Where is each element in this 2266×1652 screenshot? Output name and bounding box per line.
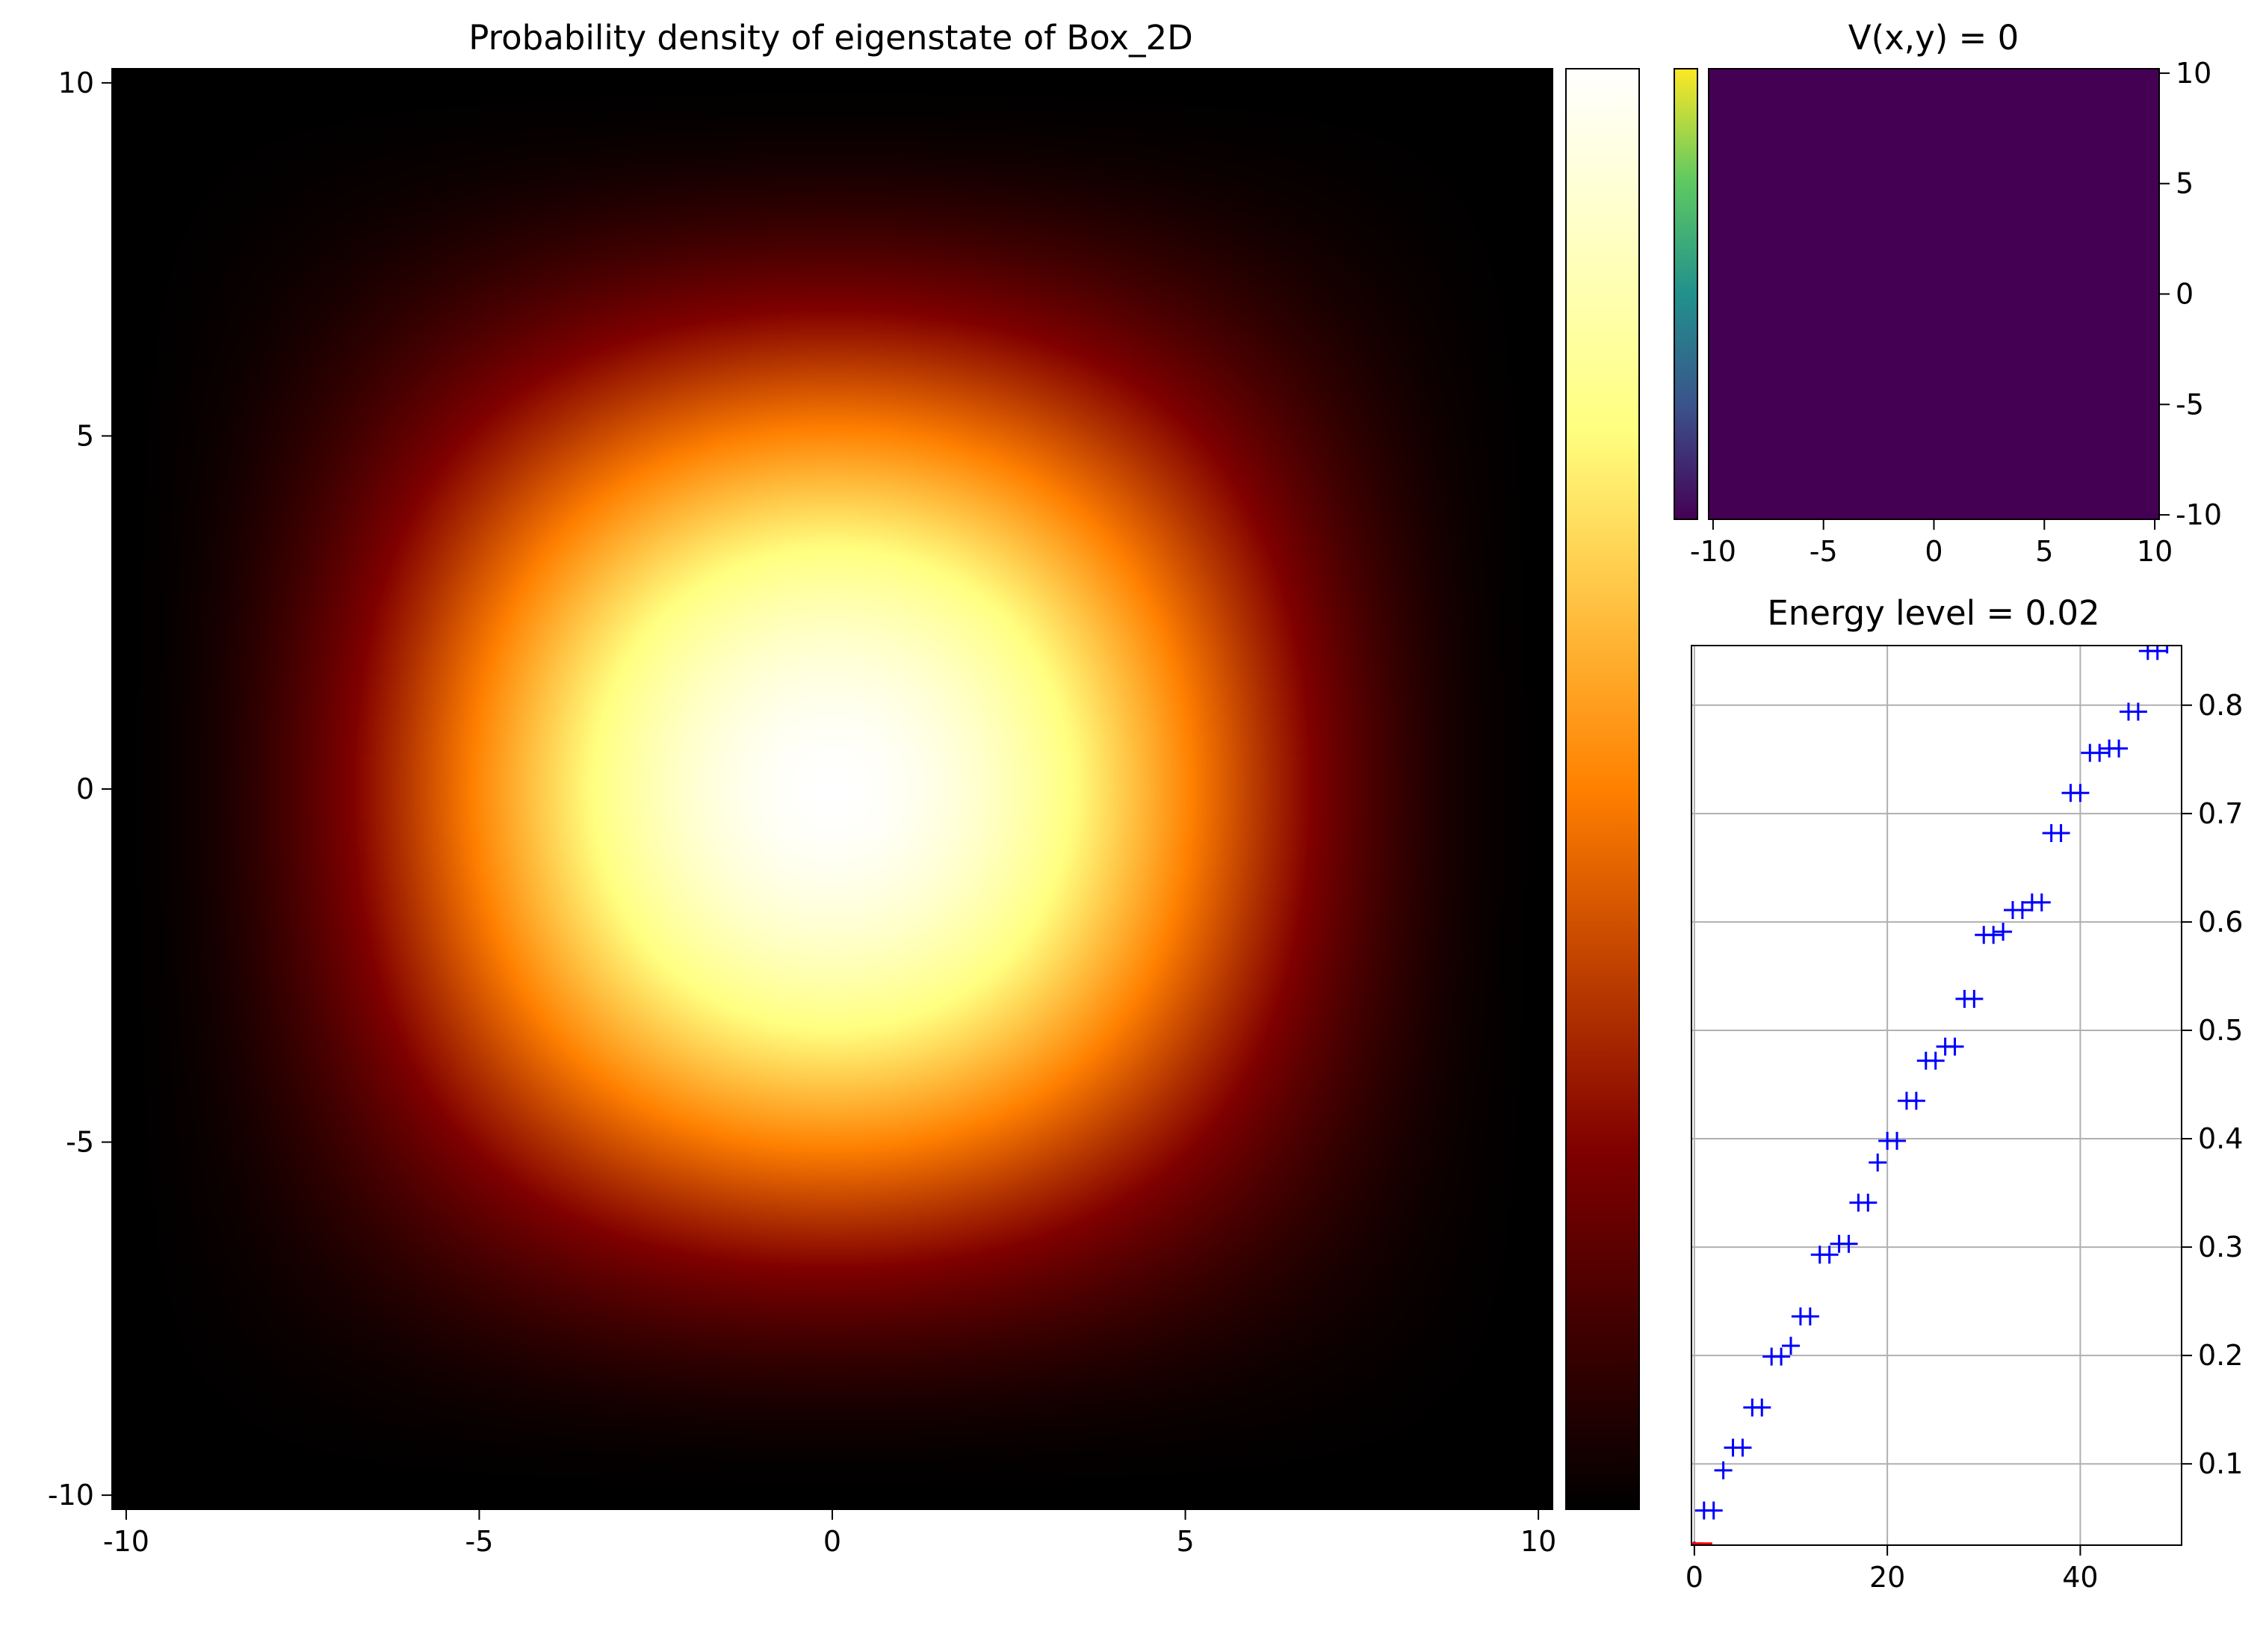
energy-point bbox=[1839, 1234, 1858, 1253]
energy-y-tick-label: 0.3 bbox=[2198, 1231, 2243, 1263]
energy-point bbox=[1704, 1501, 1723, 1520]
energy-x-tick-label: 0 bbox=[1685, 1561, 1703, 1594]
energy-point bbox=[1945, 1037, 1964, 1056]
density-x-tick-label: 5 bbox=[1176, 1525, 1194, 1558]
density-y-tick-label: 0 bbox=[76, 773, 94, 805]
energy-point bbox=[2129, 702, 2147, 721]
potential-y-axis: 10 5 0 -5 -10 bbox=[2159, 57, 2222, 531]
potential-y-tick-label: 0 bbox=[2176, 278, 2194, 311]
energy-point bbox=[1994, 922, 2013, 941]
energy-title: Energy level = 0.02 bbox=[1767, 593, 2099, 633]
energy-point bbox=[2110, 739, 2129, 758]
energy-point bbox=[2052, 823, 2070, 842]
energy-y-tick-label: 0.6 bbox=[2198, 906, 2243, 938]
energy-point bbox=[1820, 1246, 1839, 1264]
density-x-tick-label: 10 bbox=[1520, 1525, 1556, 1558]
energy-point bbox=[1753, 1398, 1771, 1417]
potential-y-tick-label: 10 bbox=[2176, 57, 2211, 90]
energy-y-tick-label: 0.1 bbox=[2198, 1447, 2243, 1480]
energy-y-tick-label: 0.8 bbox=[2198, 689, 2243, 722]
density-y-axis: 10 5 0 -5 -10 bbox=[48, 66, 112, 1512]
energy-point bbox=[1714, 1461, 1733, 1479]
energy-point bbox=[2158, 646, 2176, 654]
energy-y-axis: 0.1 0.2 0.3 0.4 0.5 0.6 0.7 0.8 bbox=[2182, 689, 2243, 1480]
energy-points bbox=[1691, 646, 2176, 1545]
potential-x-tick-label: -10 bbox=[1690, 535, 1736, 568]
energy-frame bbox=[1691, 645, 2182, 1546]
density-y-tick-label: -5 bbox=[66, 1126, 94, 1159]
potential-x-axis: -10 -5 0 5 10 bbox=[1690, 519, 2173, 568]
energy-x-tick-label: 20 bbox=[1869, 1561, 1905, 1594]
current-energy-point bbox=[1695, 1542, 1712, 1545]
energy-point bbox=[2032, 893, 2051, 912]
energy-point bbox=[1801, 1307, 1819, 1325]
energy-point bbox=[1782, 1337, 1801, 1355]
energy-point bbox=[1733, 1438, 1752, 1457]
potential-panel: V(x,y) = 0 -10 -5 0 5 10 10 5 0 -5 -10 bbox=[1674, 18, 2222, 568]
density-heatmap-area bbox=[112, 69, 1553, 1509]
density-x-tick-label: 0 bbox=[823, 1525, 841, 1558]
density-title: Probability density of eigenstate of Box… bbox=[468, 18, 1193, 58]
energy-y-tick-label: 0.4 bbox=[2198, 1122, 2243, 1155]
potential-x-tick-label: -5 bbox=[1810, 535, 1838, 568]
energy-x-tick-label: 40 bbox=[2062, 1561, 2098, 1594]
energy-point bbox=[1965, 989, 1984, 1008]
density-heatmap bbox=[112, 69, 1553, 1509]
potential-y-tick-label: -10 bbox=[2176, 498, 2222, 531]
energy-point bbox=[2071, 784, 2090, 802]
energy-point bbox=[2090, 743, 2109, 762]
potential-y-tick-label: -5 bbox=[2176, 388, 2204, 421]
energy-point bbox=[2148, 646, 2167, 661]
energy-x-axis: 0 20 40 bbox=[1685, 1545, 2099, 1594]
energy-y-tick-label: 0.2 bbox=[2198, 1339, 2243, 1372]
energy-point bbox=[1859, 1193, 1878, 1212]
potential-x-tick-label: 5 bbox=[2035, 535, 2053, 568]
energy-point bbox=[1772, 1347, 1791, 1366]
potential-x-tick-label: 10 bbox=[2137, 535, 2173, 568]
density-x-tick-label: -5 bbox=[465, 1525, 494, 1558]
potential-heatmap bbox=[1708, 68, 2160, 520]
density-colorbar-fill bbox=[1565, 68, 1640, 1510]
potential-colorbar bbox=[1674, 68, 1698, 520]
energy-y-tick-label: 0.7 bbox=[2198, 797, 2243, 830]
energy-point bbox=[1907, 1092, 1925, 1110]
energy-point bbox=[1926, 1051, 1945, 1070]
potential-y-tick-label: 5 bbox=[2176, 167, 2194, 200]
density-y-tick-label: 10 bbox=[58, 66, 94, 99]
density-y-tick-label: -10 bbox=[48, 1479, 94, 1512]
energy-point bbox=[1984, 926, 2003, 944]
energy-grid bbox=[1691, 646, 2182, 1545]
density-x-axis: -10 -5 0 5 10 bbox=[103, 1509, 1556, 1558]
energy-point bbox=[1888, 1131, 1907, 1150]
potential-x-tick-label: 0 bbox=[1925, 535, 1942, 568]
energy-point bbox=[1869, 1153, 1887, 1172]
density-colorbar bbox=[1565, 68, 1640, 1510]
density-x-tick-label: -10 bbox=[103, 1525, 149, 1558]
density-y-tick-label: 5 bbox=[76, 419, 94, 452]
potential-title: V(x,y) = 0 bbox=[1848, 18, 2019, 58]
energy-panel: Energy level = 0.02 0 20 40 0.10.20.30.40.… bbox=[1685, 593, 2244, 1594]
energy-point bbox=[2013, 900, 2031, 919]
density-panel: Probability density of eigenstate of Box… bbox=[48, 18, 1556, 1558]
energy-y-tick-label: 0.5 bbox=[2198, 1014, 2243, 1047]
